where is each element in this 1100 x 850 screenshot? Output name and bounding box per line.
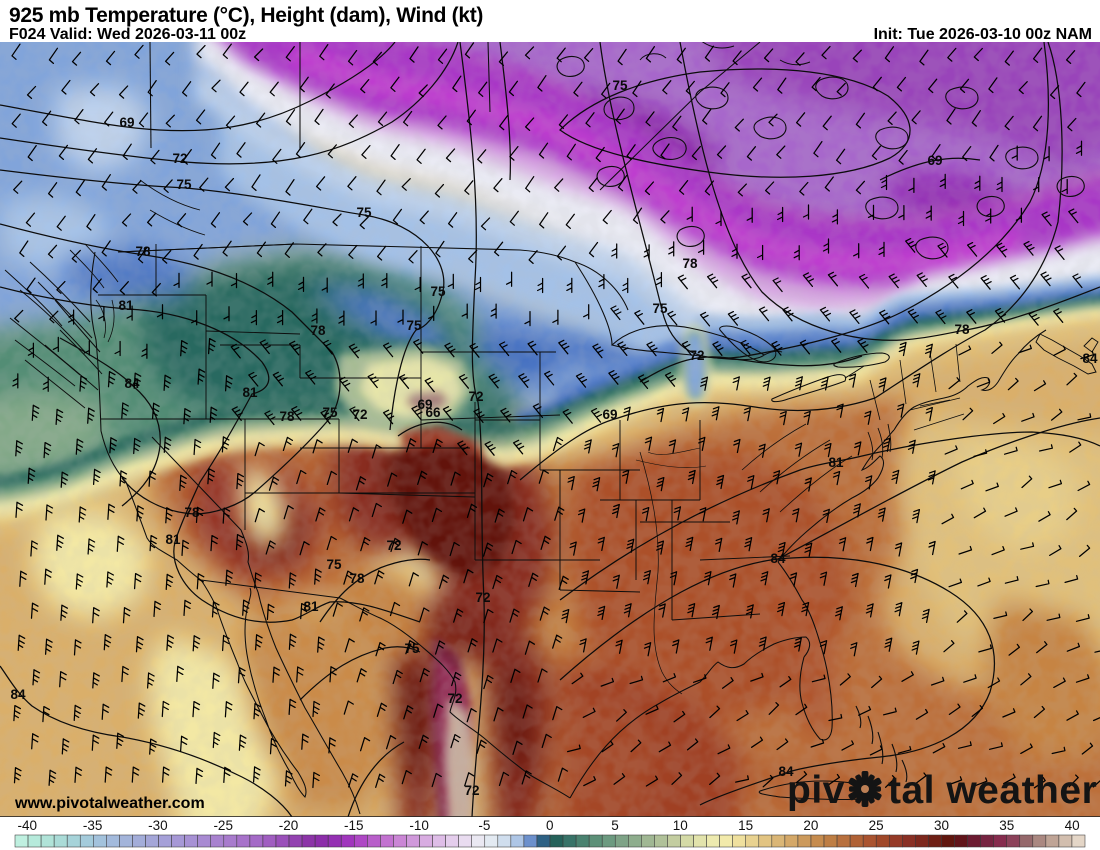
svg-text:75: 75: [326, 557, 342, 572]
svg-text:72: 72: [475, 590, 490, 605]
svg-text:84: 84: [778, 764, 794, 779]
svg-text:78: 78: [349, 571, 365, 586]
svg-text:72: 72: [386, 538, 401, 553]
svg-text:69: 69: [602, 407, 617, 422]
svg-text:78: 78: [310, 323, 326, 338]
svg-text:tal weather: tal weather: [888, 769, 1097, 812]
svg-text:-40: -40: [18, 818, 38, 833]
svg-text:-15: -15: [344, 818, 364, 833]
svg-text:66: 66: [425, 405, 441, 420]
svg-text:84: 84: [1082, 351, 1098, 366]
svg-text:81: 81: [828, 455, 844, 470]
svg-text:20: 20: [803, 818, 818, 833]
svg-text:69: 69: [119, 115, 134, 130]
svg-text:81: 81: [165, 532, 181, 547]
svg-text:-10: -10: [409, 818, 429, 833]
svg-text:25: 25: [869, 818, 884, 833]
svg-text:75: 75: [356, 205, 372, 220]
svg-text:www.pivotalweather.com: www.pivotalweather.com: [14, 795, 205, 812]
svg-text:75: 75: [406, 318, 422, 333]
svg-text:30: 30: [934, 818, 949, 833]
svg-text:75: 75: [322, 405, 338, 420]
svg-text:78: 78: [954, 322, 970, 337]
svg-text:78: 78: [184, 505, 200, 520]
svg-text:75: 75: [652, 301, 668, 316]
svg-text:piv: piv: [787, 769, 845, 812]
svg-text:35: 35: [999, 818, 1014, 833]
svg-text:84: 84: [10, 687, 26, 702]
svg-text:81: 81: [118, 298, 134, 313]
svg-text:72: 72: [468, 389, 483, 404]
svg-text:72: 72: [172, 151, 187, 166]
svg-text:-25: -25: [213, 818, 233, 833]
svg-text:75: 75: [612, 78, 628, 93]
svg-text:72: 72: [447, 691, 462, 706]
svg-text:-20: -20: [279, 818, 299, 833]
svg-text:75: 75: [430, 284, 446, 299]
svg-text:81: 81: [303, 599, 319, 614]
svg-text:5: 5: [611, 818, 619, 833]
svg-text:78: 78: [279, 409, 295, 424]
svg-text:84: 84: [124, 376, 140, 391]
svg-text:15: 15: [738, 818, 753, 833]
svg-text:40: 40: [1065, 818, 1080, 833]
svg-text:78: 78: [682, 256, 698, 271]
svg-text:-5: -5: [478, 818, 490, 833]
svg-text:-35: -35: [83, 818, 103, 833]
svg-text:81: 81: [242, 385, 258, 400]
svg-text:75: 75: [176, 177, 192, 192]
svg-text:0: 0: [546, 818, 554, 833]
svg-text:10: 10: [673, 818, 688, 833]
svg-text:-30: -30: [148, 818, 168, 833]
svg-text:72: 72: [464, 783, 479, 798]
svg-text:69: 69: [927, 153, 942, 168]
